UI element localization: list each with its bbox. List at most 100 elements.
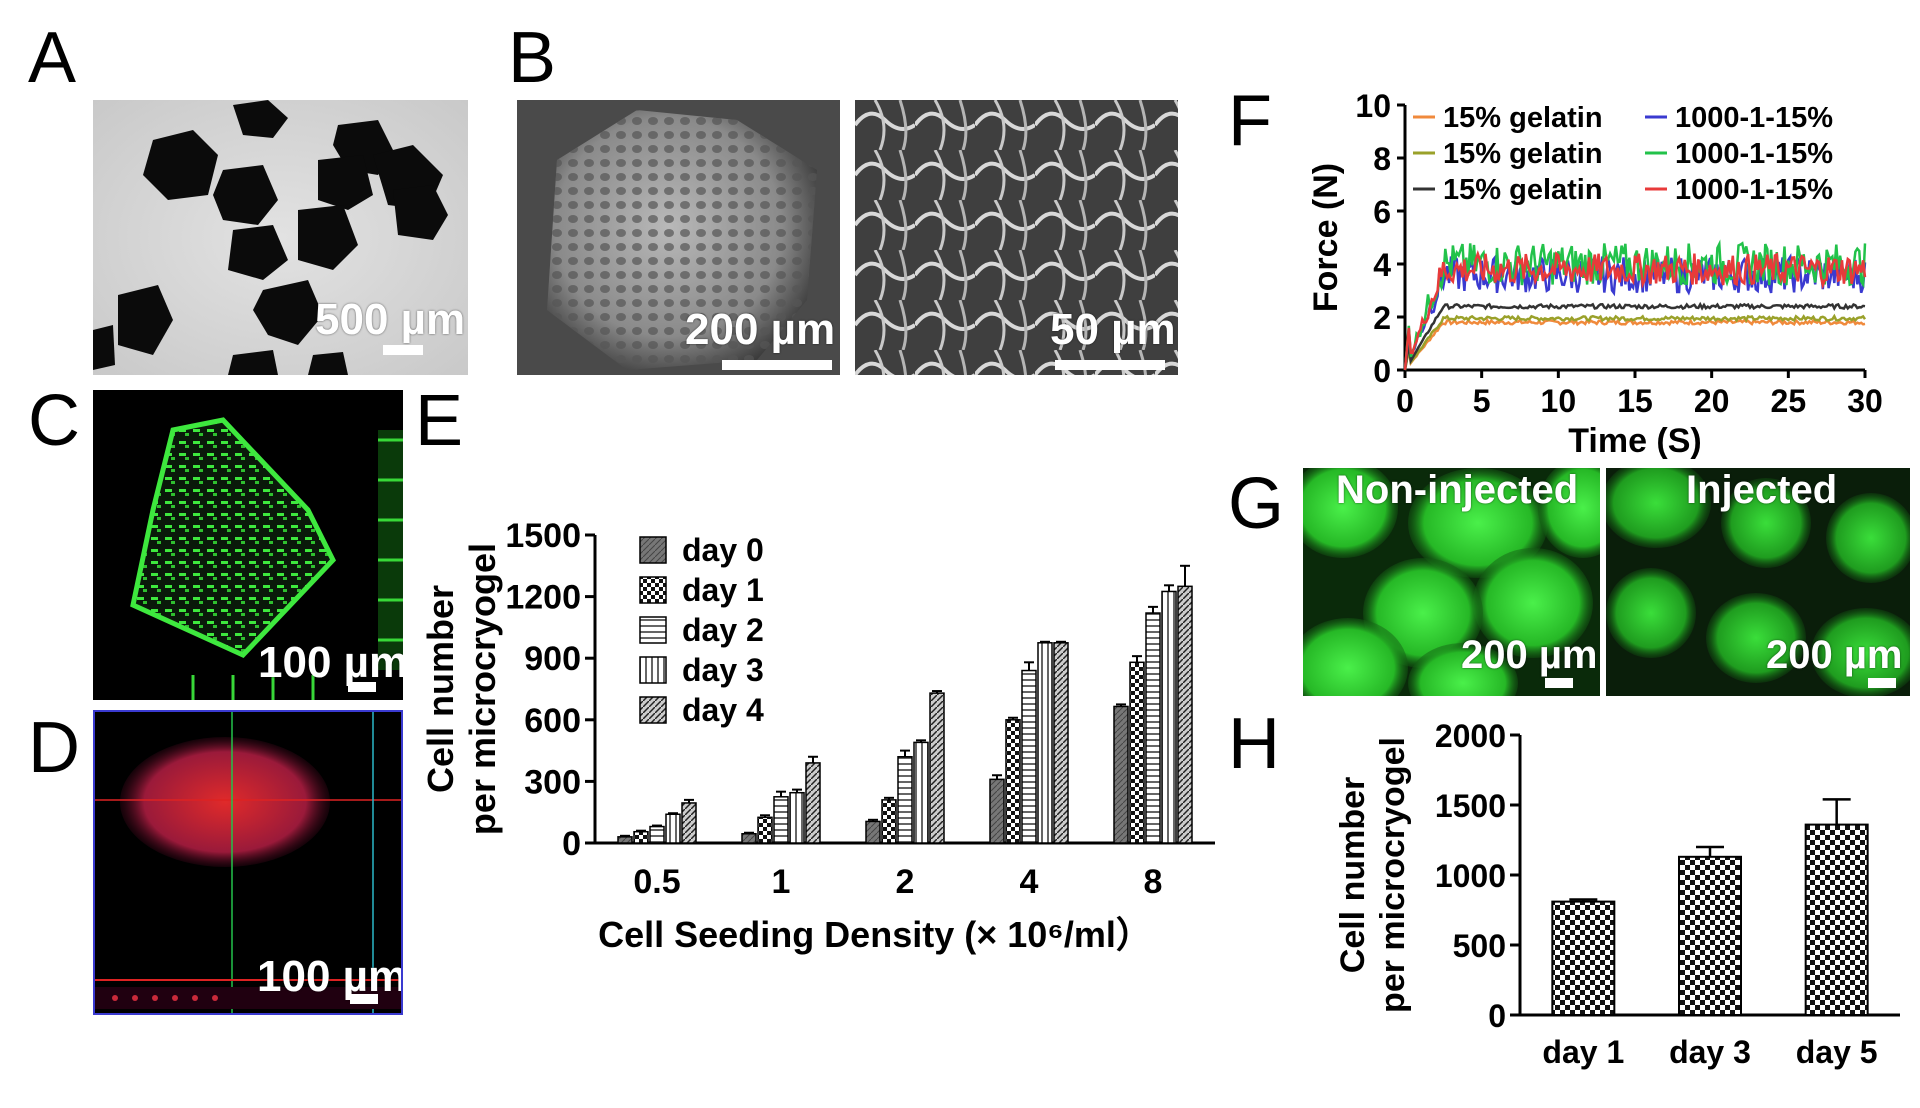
- scale-bar-left: [1545, 678, 1573, 688]
- bar: [741, 833, 757, 844]
- panel-g-injected: Injected 200 µm: [1606, 468, 1910, 696]
- scale-label-left: 200 µm: [685, 305, 836, 354]
- legend-label: 15% gelatin: [1443, 102, 1603, 134]
- bar: [989, 778, 1005, 844]
- bar: [1037, 642, 1053, 844]
- legend-label: day 1: [682, 572, 764, 608]
- x-tick-label: 5: [1473, 383, 1491, 419]
- bar: [1678, 855, 1742, 1016]
- series-line: [1403, 239, 1867, 371]
- y-tick-label: 600: [524, 702, 581, 740]
- non-injected-microcryogels: [1303, 468, 1600, 696]
- panel-letter-c: C: [28, 381, 80, 461]
- bar: [913, 741, 929, 844]
- condition-label-left: Non-injected: [1336, 468, 1579, 512]
- y-tick-label: 0: [1373, 353, 1391, 389]
- bar: [1804, 823, 1869, 1016]
- scale-bar: [348, 682, 376, 692]
- bar: [757, 816, 773, 844]
- y-tick-label: 6: [1373, 194, 1391, 230]
- scale-bar: [383, 345, 423, 355]
- panel-letter-a: A: [28, 18, 77, 98]
- x-tick-label: 2: [896, 863, 915, 901]
- x-tick-label: 20: [1694, 383, 1730, 419]
- legend-swatch: [639, 656, 667, 684]
- bar: [865, 820, 881, 844]
- bar: [633, 830, 649, 844]
- scale-bar: [350, 994, 378, 1004]
- scale-label: 500 µm: [315, 295, 466, 344]
- bar: [617, 836, 633, 844]
- y-tick-label: 1200: [505, 579, 581, 617]
- y-tick-label: 300: [524, 763, 581, 801]
- x-tick-label: 0: [1396, 383, 1414, 419]
- bar: [789, 791, 805, 844]
- legend-label: 1000-1-15%: [1675, 174, 1833, 206]
- bar: [805, 762, 821, 844]
- y-tick-label: 2000: [1435, 718, 1506, 754]
- x-tick-label: 1: [772, 863, 791, 901]
- y-tick-label: 10: [1355, 88, 1391, 124]
- y-tick-label: 0: [1488, 998, 1506, 1034]
- y-tick-label: 4: [1373, 247, 1391, 283]
- y-tick-label: 1000: [1435, 858, 1506, 894]
- y-axis-label: per microcryogel: [462, 543, 503, 835]
- red-blue-stained-microcryogel: [95, 712, 401, 1013]
- scale-bar-right: [1868, 678, 1896, 688]
- green-stained-microcryogel: [93, 390, 403, 700]
- bar: [1145, 612, 1161, 844]
- panel-letter-b: B: [508, 18, 557, 98]
- bar: [881, 799, 897, 844]
- x-tick-label: 4: [1020, 863, 1039, 901]
- sem-pore-structure: [855, 100, 1178, 375]
- panel-letter-e: E: [415, 381, 464, 461]
- bar: [773, 796, 789, 844]
- panel-letter-h: H: [1228, 704, 1280, 784]
- panel-letter-g: G: [1228, 464, 1285, 544]
- scale-bar-left: [722, 360, 832, 370]
- legend-label: day 3: [682, 652, 764, 688]
- x-tick-label: 25: [1771, 383, 1807, 419]
- legend-label: 1000-1-15%: [1675, 138, 1833, 170]
- legend-label: day 4: [682, 692, 764, 728]
- chart-h: 0 500 1000 1500 2000 Cell number per microcryo…: [1334, 718, 1900, 1070]
- bar: [1161, 590, 1177, 844]
- legend-label: day 0: [682, 532, 764, 568]
- bar: [681, 802, 697, 844]
- y-tick-label: 2: [1373, 300, 1391, 336]
- panel-letter-f: F: [1228, 81, 1272, 161]
- chart-f: 0 2 4 6 8 10 0 5 10 15 20 25 30 Time (S) Force (N) 15% …: [1307, 88, 1883, 460]
- y-tick-label: 8: [1373, 141, 1391, 177]
- x-tick-label: 0.5: [633, 863, 680, 901]
- y-tick-label: 1500: [505, 517, 581, 555]
- legend-label: 15% gelatin: [1443, 174, 1603, 206]
- panel-b-sem-right: 50 µm: [855, 100, 1178, 375]
- legend-swatch: [639, 536, 667, 564]
- y-tick-label: 900: [524, 640, 581, 678]
- bar: [1021, 669, 1037, 844]
- bar: [1113, 705, 1129, 844]
- scale-bar-right: [1055, 360, 1165, 370]
- bar: [1053, 642, 1069, 844]
- series-line: [1403, 317, 1866, 371]
- legend-label: day 2: [682, 612, 764, 648]
- bar: [1129, 661, 1145, 844]
- x-tick-label: 10: [1541, 383, 1577, 419]
- x-tick-label: 15: [1617, 383, 1653, 419]
- legend-swatch: [639, 616, 667, 644]
- bar: [1551, 900, 1616, 1017]
- x-tick-label: 30: [1847, 383, 1883, 419]
- bar: [1177, 585, 1193, 844]
- y-axis-label: Cell number: [420, 585, 461, 793]
- scale-label-left: 200 µm: [1461, 633, 1598, 677]
- bar: [897, 756, 913, 844]
- panel-d-fluorescence: 100 µm: [93, 710, 403, 1015]
- bar: [929, 692, 945, 844]
- x-tick-label: day 3: [1669, 1034, 1751, 1070]
- microcryogel-particles: [93, 100, 468, 375]
- legend-swatch: [639, 696, 667, 724]
- chart-e: 0 300 600 900 1200 1500 Cell number per microcr…: [420, 517, 1215, 955]
- legend-label: 1000-1-15%: [1675, 102, 1833, 134]
- condition-label-right: Injected: [1686, 468, 1838, 512]
- legend-swatch: [639, 576, 667, 604]
